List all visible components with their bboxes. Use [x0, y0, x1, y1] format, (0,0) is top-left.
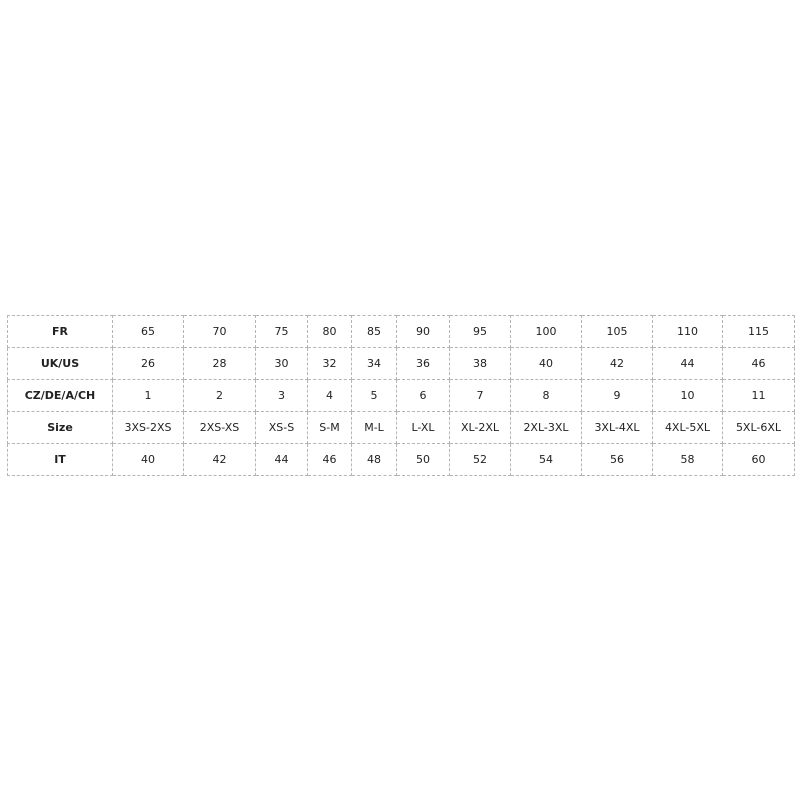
table-cell: 32 [307, 347, 352, 380]
table-cell: 36 [396, 347, 450, 380]
table-cell: 70 [183, 315, 256, 348]
table-cell: 105 [581, 315, 653, 348]
table-cell: 52 [449, 443, 511, 476]
row-header: UK/US [7, 347, 113, 380]
table-cell: 6 [396, 379, 450, 412]
table-cell: 34 [351, 347, 397, 380]
table-cell: 46 [307, 443, 352, 476]
table-cell: 110 [652, 315, 723, 348]
table-cell: 1 [112, 379, 184, 412]
table-cell: 100 [510, 315, 582, 348]
table-cell: 4 [307, 379, 352, 412]
table-cell: 115 [722, 315, 795, 348]
table-cell: 50 [396, 443, 450, 476]
table-cell: 90 [396, 315, 450, 348]
table-row: FR 65 70 75 80 85 90 95 100 105 110 115 [7, 315, 795, 348]
table-row: Size 3XS-2XS 2XS-XS XS-S S-M M-L L-XL XL-2XL 2XL… [7, 411, 795, 444]
table-cell: 3 [255, 379, 308, 412]
table-cell: 38 [449, 347, 511, 380]
size-chart-table: FR 65 70 75 80 85 90 95 100 105 110 115 UK/US 26 28 30 3… [7, 315, 795, 476]
row-header: FR [7, 315, 113, 348]
table-cell: XL-2XL [449, 411, 511, 444]
table-cell: 48 [351, 443, 397, 476]
table-cell: 42 [183, 443, 256, 476]
table-cell: 40 [510, 347, 582, 380]
table-row: CZ/DE/A/CH 1 2 3 4 5 6 7 8 9 10 11 [7, 379, 795, 412]
table-cell: 44 [255, 443, 308, 476]
table-cell: M-L [351, 411, 397, 444]
table-cell: 5 [351, 379, 397, 412]
table-cell: 3XS-2XS [112, 411, 184, 444]
table-cell: 3XL-4XL [581, 411, 653, 444]
row-header: CZ/DE/A/CH [7, 379, 113, 412]
table-cell: 30 [255, 347, 308, 380]
table-cell: 44 [652, 347, 723, 380]
table-cell: 2 [183, 379, 256, 412]
table-cell: 95 [449, 315, 511, 348]
table-cell: 65 [112, 315, 184, 348]
table-row: IT 40 42 44 46 48 50 52 54 56 58 60 [7, 443, 795, 476]
table-cell: 26 [112, 347, 184, 380]
row-header: Size [7, 411, 113, 444]
row-header: IT [7, 443, 113, 476]
table-cell: S-M [307, 411, 352, 444]
table-cell: 80 [307, 315, 352, 348]
table-cell: 46 [722, 347, 795, 380]
table-cell: 60 [722, 443, 795, 476]
table-cell: 56 [581, 443, 653, 476]
table-cell: 8 [510, 379, 582, 412]
table-cell: 10 [652, 379, 723, 412]
table-cell: 5XL-6XL [722, 411, 795, 444]
table-cell: 54 [510, 443, 582, 476]
table-cell: 75 [255, 315, 308, 348]
table-cell: 28 [183, 347, 256, 380]
table-row: UK/US 26 28 30 32 34 36 38 40 42 44 46 [7, 347, 795, 380]
table-cell: 11 [722, 379, 795, 412]
table-cell: 2XL-3XL [510, 411, 582, 444]
table-cell: 4XL-5XL [652, 411, 723, 444]
table-cell: 40 [112, 443, 184, 476]
table-cell: 2XS-XS [183, 411, 256, 444]
table-cell: 85 [351, 315, 397, 348]
table-cell: 42 [581, 347, 653, 380]
table-cell: 9 [581, 379, 653, 412]
table-cell: L-XL [396, 411, 450, 444]
table-cell: XS-S [255, 411, 308, 444]
table-cell: 7 [449, 379, 511, 412]
table-cell: 58 [652, 443, 723, 476]
